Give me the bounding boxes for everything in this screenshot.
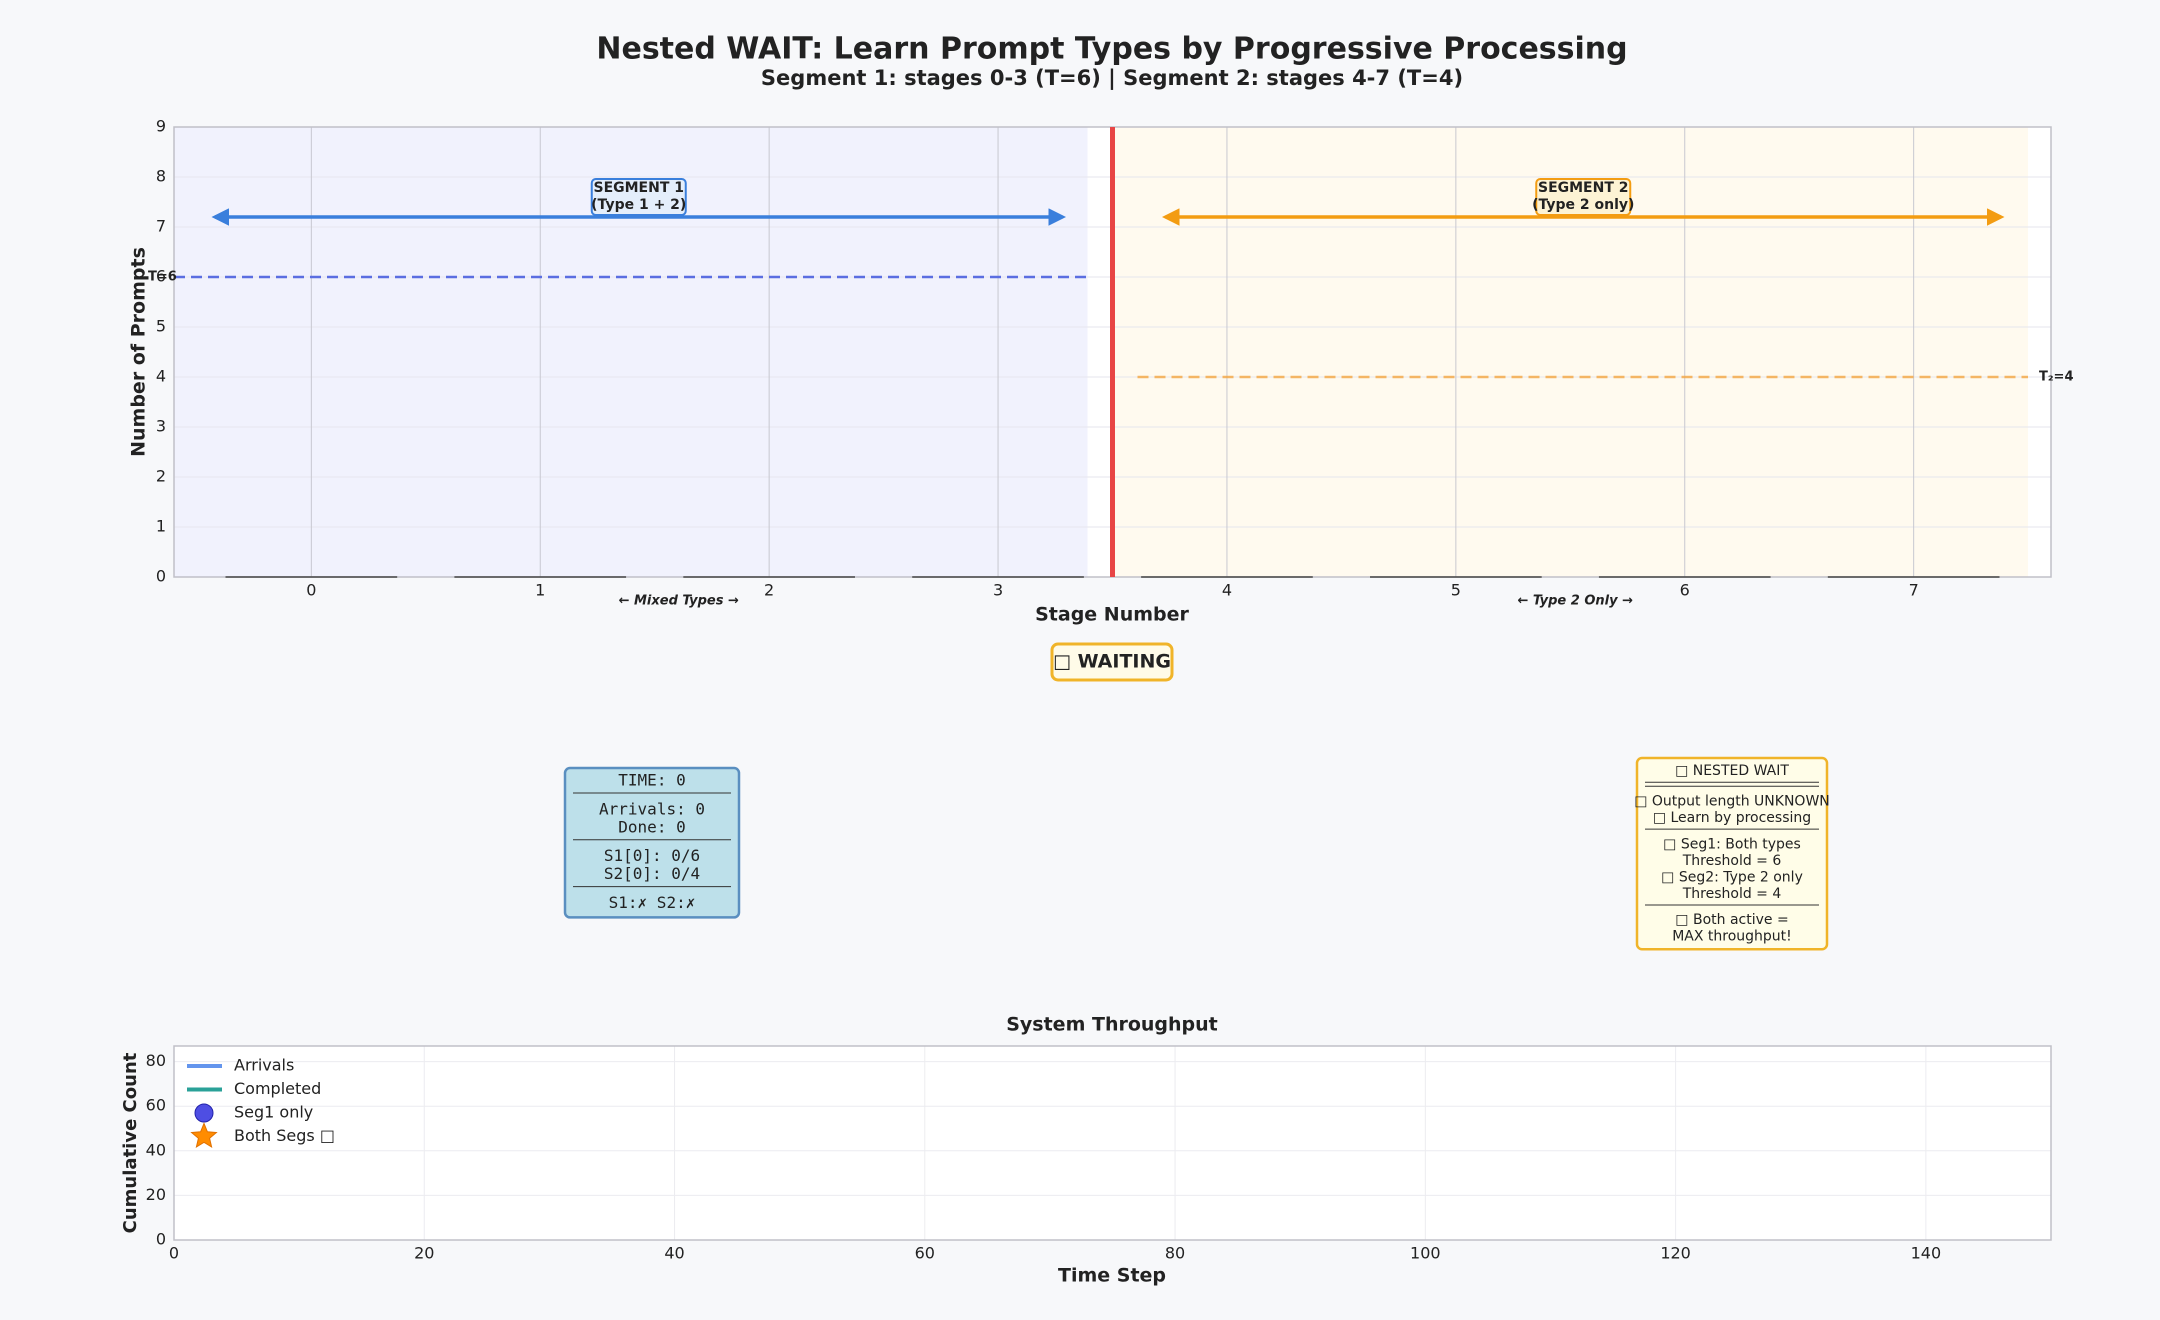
y-tick-label: 6 bbox=[156, 267, 166, 286]
x-tick-label: 0 bbox=[169, 1244, 179, 1263]
chart-title: System Throughput bbox=[1006, 1014, 1218, 1036]
x-tick-label: 100 bbox=[1410, 1244, 1441, 1263]
y-tick-label: 8 bbox=[156, 167, 166, 186]
info-panel-line: Threshold = 4 bbox=[1682, 886, 1782, 902]
y-tick-label: 80 bbox=[146, 1051, 166, 1070]
x-tick-label: 3 bbox=[993, 581, 1003, 600]
y-tick-label: 60 bbox=[146, 1096, 166, 1115]
bar bbox=[225, 576, 398, 578]
bar bbox=[1141, 576, 1313, 578]
status-panel-line: S2[0]: 0/4 bbox=[604, 864, 700, 883]
info-panel-line: □ Both active = bbox=[1675, 912, 1788, 928]
threshold-label: T=6 bbox=[148, 270, 177, 285]
status-panel-box bbox=[563, 766, 741, 919]
info-panel-line: □ NESTED WAIT bbox=[1675, 763, 1789, 779]
y-tick-label: 40 bbox=[146, 1140, 166, 1159]
segment-label: (Type 2 only) bbox=[1532, 197, 1634, 213]
chart-subtitle: Segment 1: stages 0-3 (T=6) | Segment 2:… bbox=[761, 66, 1463, 91]
x-axis-label: Time Step bbox=[1058, 1265, 1166, 1287]
y-tick-label: 0 bbox=[156, 567, 166, 586]
legend-label: Both Segs □ bbox=[234, 1126, 335, 1145]
x-tick-label: 7 bbox=[1909, 581, 1919, 600]
status-panel-line: TIME: 0 bbox=[618, 771, 685, 790]
y-tick-label: 1 bbox=[156, 517, 166, 536]
legend-label: Completed bbox=[234, 1079, 321, 1098]
y-tick-label: 3 bbox=[156, 417, 166, 436]
bar bbox=[454, 576, 627, 578]
x-tick-label: 140 bbox=[1911, 1244, 1942, 1263]
x-tick-label: 60 bbox=[915, 1244, 935, 1263]
y-axis-label: Cumulative Count bbox=[120, 1052, 141, 1233]
info-panel-box bbox=[1635, 756, 1829, 951]
info-panel-line: Threshold = 6 bbox=[1682, 853, 1782, 869]
info-panel-line: □ Output length UNKNOWN bbox=[1634, 793, 1830, 809]
status-badge: □ WAITING bbox=[1053, 651, 1171, 673]
legend-swatch bbox=[194, 1103, 214, 1123]
bar bbox=[1827, 576, 2000, 578]
x-tick-label: 20 bbox=[414, 1244, 434, 1263]
segment-note: ← Type 2 Only → bbox=[1518, 594, 1634, 609]
x-tick-label: 4 bbox=[1222, 581, 1232, 600]
chart-title: Nested WAIT: Learn Prompt Types by Progr… bbox=[596, 32, 1627, 67]
x-tick-label: 120 bbox=[1660, 1244, 1691, 1263]
y-tick-label: 2 bbox=[156, 467, 166, 486]
x-tick-label: 5 bbox=[1451, 581, 1461, 600]
x-tick-label: 6 bbox=[1680, 581, 1690, 600]
y-tick-label: 5 bbox=[156, 317, 166, 336]
y-tick-label: 0 bbox=[156, 1230, 166, 1249]
segment-label: SEGMENT 2 bbox=[1538, 180, 1629, 196]
status-badge-box bbox=[1050, 642, 1174, 682]
bar bbox=[683, 576, 855, 578]
bar bbox=[912, 576, 1084, 578]
segment-label-box bbox=[1535, 178, 1632, 216]
plot-frame bbox=[173, 1045, 2052, 1241]
y-tick-label: 7 bbox=[156, 217, 166, 236]
segment-label: (Type 1 + 2) bbox=[591, 197, 686, 213]
x-tick-label: 1 bbox=[535, 581, 545, 600]
segment-note: ← Mixed Types → bbox=[619, 594, 739, 609]
plot-area bbox=[174, 1046, 2051, 1240]
bar bbox=[1370, 576, 1542, 578]
threshold-label: T₂=4 bbox=[2039, 370, 2074, 385]
x-tick-label: 80 bbox=[1165, 1244, 1185, 1263]
y-tick-label: 4 bbox=[156, 367, 166, 386]
x-axis-label: Stage Number bbox=[1035, 604, 1189, 626]
x-tick-label: 2 bbox=[764, 581, 774, 600]
status-panel-line: S1:✗ S2:✗ bbox=[609, 893, 696, 912]
legend-label: Arrivals bbox=[234, 1056, 294, 1075]
segment-label-box bbox=[590, 178, 687, 216]
y-axis-label: Number of Prompts bbox=[128, 247, 150, 457]
status-panel-line: Done: 0 bbox=[618, 817, 685, 836]
x-tick-label: 40 bbox=[664, 1244, 684, 1263]
status-panel-line: Arrivals: 0 bbox=[599, 799, 705, 818]
legend-swatch bbox=[190, 1122, 218, 1149]
status-panel-line: S1[0]: 0/6 bbox=[604, 846, 700, 865]
legend-label: Seg1 only bbox=[234, 1103, 313, 1122]
info-panel-line: MAX throughput! bbox=[1672, 929, 1792, 945]
info-panel-line: □ Seg1: Both types bbox=[1663, 836, 1801, 852]
y-tick-label: 20 bbox=[146, 1185, 166, 1204]
y-tick-label: 9 bbox=[156, 117, 166, 136]
info-panel-line: □ Seg2: Type 2 only bbox=[1661, 869, 1803, 885]
x-tick-label: 0 bbox=[306, 581, 316, 600]
segment-label: SEGMENT 1 bbox=[593, 180, 684, 196]
bar bbox=[1598, 576, 1771, 578]
info-panel-line: □ Learn by processing bbox=[1653, 810, 1811, 826]
